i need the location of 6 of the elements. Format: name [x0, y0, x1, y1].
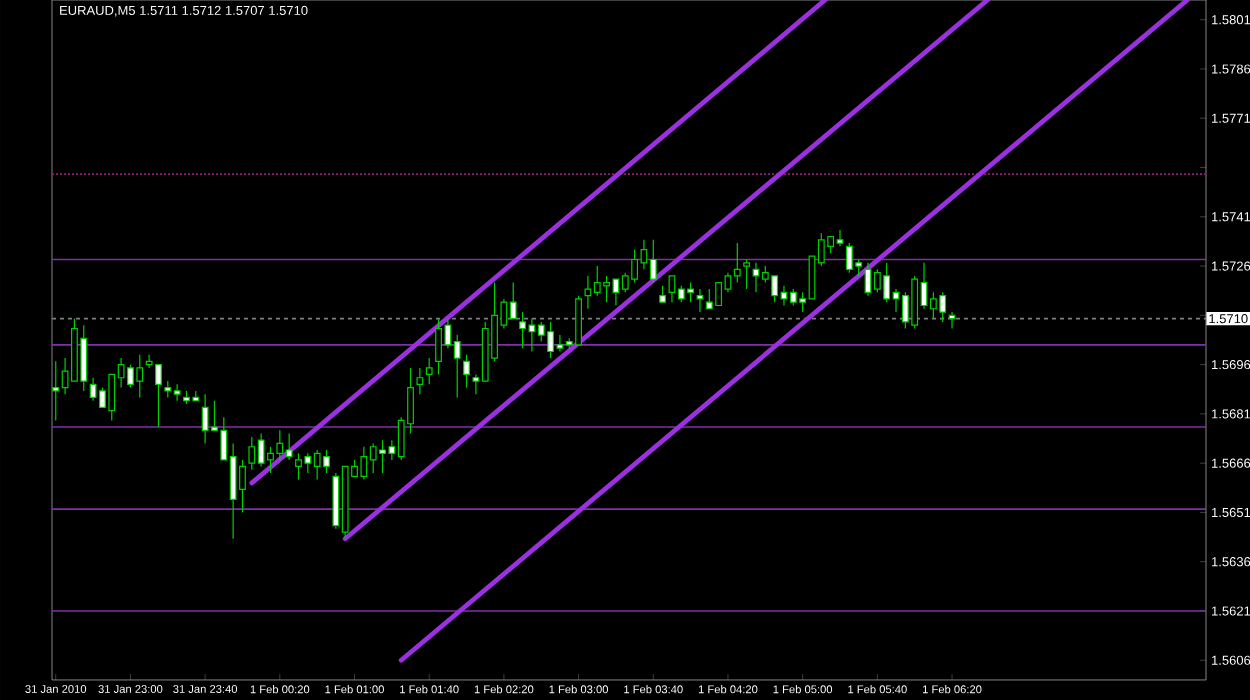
- candlestick: [743, 258, 751, 290]
- candlestick: [696, 288, 704, 313]
- candlestick: [425, 357, 433, 385]
- candlestick: [463, 354, 470, 389]
- candlestick: [416, 367, 424, 395]
- candlestick: [733, 242, 741, 284]
